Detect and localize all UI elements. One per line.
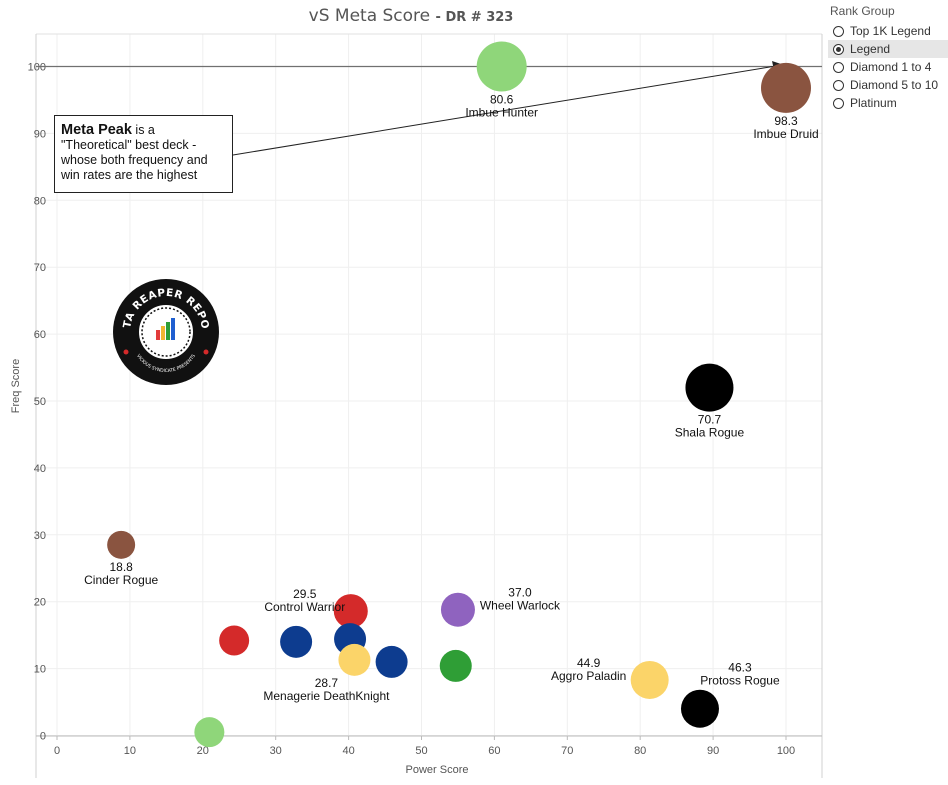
chart-title: vS Meta Score - DR # 323 [308,6,514,26]
data-point[interactable] [439,649,472,682]
point-name-label: Imbue Hunter [465,106,538,120]
axes: 0 10 20 30 40 50 60 70 80 90 100 0 10 20 30 40 50 60 70 80 9… [10,33,823,778]
annotation-text: is a "Theoretical" best deck - whose bot… [61,123,208,182]
x-tick-label: 80 [634,745,646,757]
x-tick-label: 50 [415,745,427,757]
point-score-label: 28.7 [315,676,339,690]
x-tick-label: 90 [707,745,719,757]
data-point[interactable] [194,717,225,748]
point-score-label: 29.5 [293,587,317,601]
data-point[interactable] [680,689,719,728]
y-tick-label: 90 [34,128,46,140]
rank-option-label: Diamond 5 to 10 [850,78,939,92]
point-score-label: 98.3 [774,114,798,128]
data-point[interactable] [280,625,313,658]
point-name-label: Cinder Rogue [84,573,158,587]
y-tick-label: 70 [34,262,46,274]
y-tick-label: 0 [40,731,46,743]
point-name-label: Aggro Paladin [551,669,626,683]
radio-icon[interactable] [833,25,844,37]
y-tick-label: 10 [34,664,46,676]
point-score-label: 70.7 [698,413,722,427]
x-tick-label: 30 [270,745,282,757]
radio-icon[interactable] [833,79,844,91]
y-tick-label: 80 [34,195,46,207]
annotation-arrow-line [232,65,777,156]
data-point[interactable] [338,643,371,676]
annotation-bold: Meta Peak [61,122,132,138]
data-point[interactable] [107,530,136,559]
chart-title-text: vS Meta Score [308,6,431,26]
point-score-label: 80.6 [490,93,514,107]
y-tick-label: 60 [34,329,46,341]
chart-subtitle: DR # 323 [445,10,514,25]
y-tick-label: 20 [34,597,46,609]
x-axis-title: Power Score [406,764,469,776]
x-tick-label: 0 [54,745,60,757]
point-name-label: Control Warrior [264,600,345,614]
x-tick-label: 100 [777,745,795,757]
data-point[interactable] [219,625,250,656]
rank-option-label: Diamond 1 to 4 [850,60,932,74]
data-point[interactable] [630,660,669,699]
rank-option-label: Legend [850,42,891,56]
y-tick-label: 50 [34,396,46,408]
radio-icon[interactable] [833,43,844,55]
y-tick-label: 30 [34,530,46,542]
rank-option-diamond-1-to-4[interactable]: Diamond 1 to 4 [828,58,948,76]
x-tick-label: 10 [124,745,136,757]
point-score-label: 44.9 [577,656,601,670]
point-name-label: Menagerie DeathKnight [263,689,390,703]
data-point[interactable] [333,594,368,629]
rank-group-filter: Rank Group Top 1K Legend Legend Diamond 1 … [828,2,948,112]
point-name-label: Imbue Druid [753,127,818,141]
data-point[interactable] [761,62,811,113]
rank-option-platinum[interactable]: Platinum [828,94,948,112]
point-score-label: 18.8 [109,560,133,574]
data-reaper-logo: DATA REAPER REPORT VICIOUS SYNDICATE PRE… [112,278,219,385]
point-score-label: 37.0 [508,586,532,600]
radio-icon[interactable] [833,61,844,73]
x-tick-label: 40 [342,745,354,757]
data-point[interactable] [375,645,408,678]
rank-option-legend[interactable]: Legend [828,40,948,58]
x-tick-label: 20 [197,745,209,757]
point-name-label: Protoss Rogue [700,674,780,688]
rank-group-title: Rank Group [830,4,895,18]
meta-peak-annotation: Meta Peak is a "Theoretical" best deck -… [54,115,233,193]
point-name-label: Wheel Warlock [480,599,561,613]
rank-option-diamond-5-to-10[interactable]: Diamond 5 to 10 [828,76,948,94]
point-name-label: Shala Rogue [675,426,745,440]
rank-option-top-1k-legend[interactable]: Top 1K Legend [828,22,948,40]
data-points [107,41,811,748]
rank-option-label: Top 1K Legend [850,24,931,38]
rank-option-label: Platinum [850,96,897,110]
data-point[interactable] [440,592,475,627]
data-point[interactable] [476,41,527,92]
y-tick-label: 100 [28,62,46,74]
x-tick-label: 70 [561,745,573,757]
x-tick-label: 60 [488,745,500,757]
y-axis-title: Freq Score [10,359,22,413]
point-score-label: 46.3 [728,661,752,675]
y-tick-label: 40 [34,463,46,475]
radio-icon[interactable] [833,97,844,109]
data-point[interactable] [685,363,734,412]
